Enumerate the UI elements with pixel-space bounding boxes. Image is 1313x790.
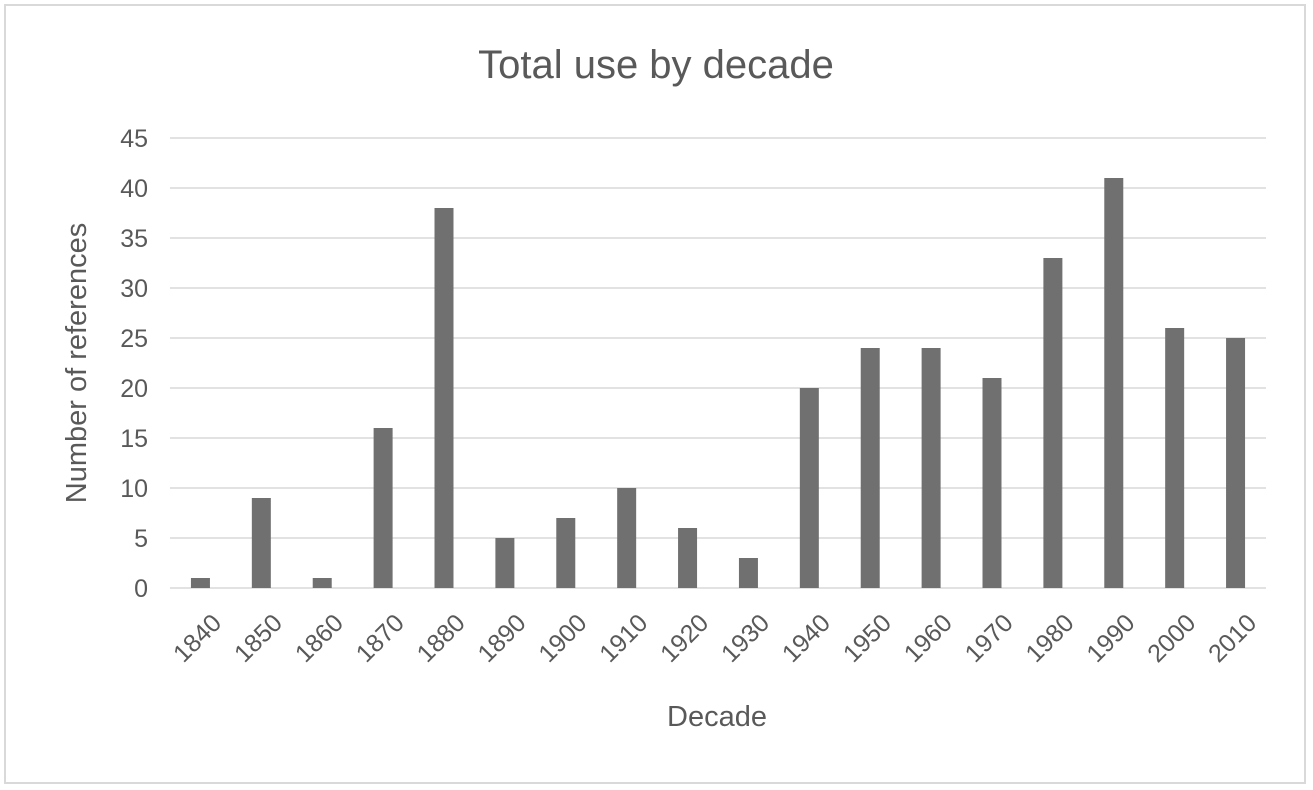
x-tick-label: 1990 (1081, 609, 1140, 668)
bar-1990 (1104, 178, 1124, 588)
bar-1970 (982, 378, 1002, 588)
bar-1850 (251, 498, 271, 588)
x-tick-label: 1890 (472, 609, 531, 668)
x-tick-label: 1960 (899, 609, 958, 668)
bar-1880 (434, 208, 454, 588)
x-tick-label: 1950 (838, 609, 897, 668)
bar-1950 (860, 348, 880, 588)
y-tick-label: 40 (120, 175, 148, 203)
y-axis-tick-labels: 0 5 10 15 20 25 30 35 40 45 (120, 125, 148, 603)
x-axis-tick-labels: 1840 1850 1860 1870 1880 1890 1900 1910 1920 1930… (168, 609, 1262, 668)
bar-1870 (373, 428, 393, 588)
bar-2000 (1165, 328, 1185, 588)
bar-1930 (738, 558, 758, 588)
bar-2010 (1226, 338, 1246, 588)
x-tick-label: 1880 (412, 609, 471, 668)
bar-1900 (556, 518, 576, 588)
bar-1910 (617, 488, 637, 588)
x-tick-label: 1840 (168, 609, 227, 668)
x-tick-label: 1850 (229, 609, 288, 668)
bars (190, 178, 1246, 588)
chart-frame (4, 4, 1306, 784)
chart-title: Total use by decade (478, 43, 834, 87)
y-tick-label: 30 (120, 275, 148, 303)
gridlines (170, 137, 1266, 589)
y-tick-label: 35 (120, 225, 148, 253)
y-tick-label: 10 (120, 475, 148, 503)
x-tick-label: 1870 (351, 609, 410, 668)
bar-1840 (190, 578, 210, 588)
bar-1960 (921, 348, 941, 588)
y-tick-label: 20 (120, 375, 148, 403)
y-tick-label: 0 (134, 575, 148, 603)
x-tick-label: 1910 (594, 609, 653, 668)
bar-1890 (495, 538, 515, 588)
x-tick-label: 1900 (533, 609, 592, 668)
bar-1860 (312, 578, 332, 588)
y-axis-title: Number of references (61, 223, 93, 503)
x-tick-label: 2000 (1142, 609, 1201, 668)
y-tick-label: 45 (120, 125, 148, 153)
bar-1940 (799, 388, 819, 588)
x-tick-label: 1930 (716, 609, 775, 668)
x-axis-title: Decade (667, 701, 767, 733)
x-tick-label: 1940 (777, 609, 836, 668)
x-tick-label: 2010 (1203, 609, 1262, 668)
bar-1980 (1043, 258, 1063, 588)
x-tick-label: 1970 (960, 609, 1019, 668)
bar-1920 (678, 528, 698, 588)
x-tick-label: 1860 (290, 609, 349, 668)
x-tick-label: 1980 (1020, 609, 1079, 668)
y-tick-label: 15 (120, 425, 148, 453)
x-tick-label: 1920 (655, 609, 714, 668)
y-tick-label: 5 (134, 525, 148, 553)
y-tick-label: 25 (120, 325, 148, 353)
